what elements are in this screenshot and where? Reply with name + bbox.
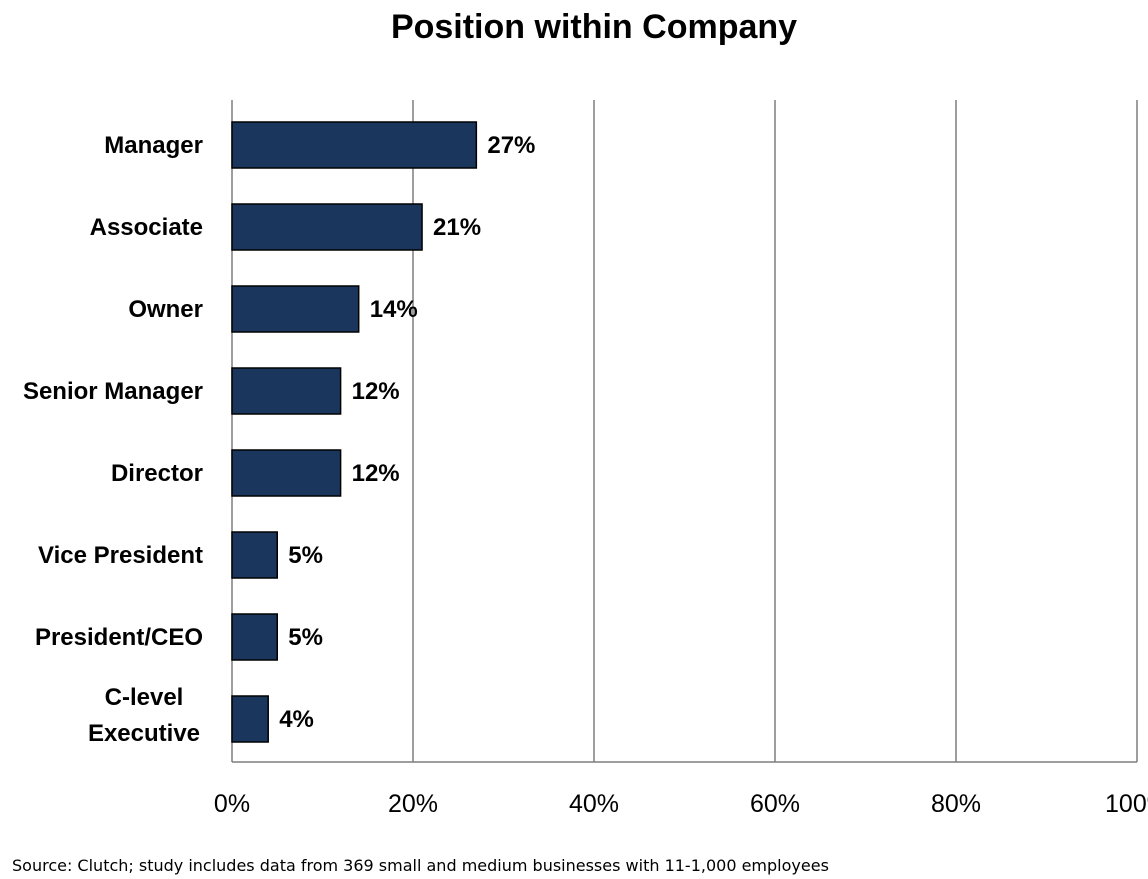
y-tick-label: Associate xyxy=(90,214,203,241)
bar xyxy=(231,531,278,579)
y-tick-label: Vice President xyxy=(38,542,203,569)
bar xyxy=(231,121,478,169)
x-tick-label: 40% xyxy=(569,790,619,818)
y-tick-label: President/CEO xyxy=(35,624,203,651)
data-label: 12% xyxy=(352,460,400,487)
data-label: 27% xyxy=(487,132,535,159)
data-label: 5% xyxy=(288,624,323,651)
x-tick-label: 80% xyxy=(931,790,981,818)
x-tick-label: 0% xyxy=(214,790,250,818)
data-label: 21% xyxy=(433,214,481,241)
y-tick-label: C-level xyxy=(105,684,184,711)
bar xyxy=(231,203,423,251)
y-tick-label: Executive xyxy=(88,720,200,747)
data-label: 14% xyxy=(370,296,418,323)
bar xyxy=(231,285,360,333)
y-tick-label: Manager xyxy=(104,132,203,159)
data-label: 4% xyxy=(279,706,314,733)
bar xyxy=(231,695,269,743)
y-tick-label: Director xyxy=(111,460,203,487)
chart-title: Position within Company xyxy=(390,8,798,46)
y-tick-label: Senior Manager xyxy=(23,378,203,405)
x-tick-label: 60% xyxy=(750,790,800,818)
bar xyxy=(231,367,342,415)
data-label: 12% xyxy=(352,378,400,405)
y-tick-label: Owner xyxy=(128,296,203,323)
data-label: 5% xyxy=(288,542,323,569)
source-note: Source: Clutch; study includes data from… xyxy=(12,856,829,875)
x-tick-label: 100% xyxy=(1105,790,1148,818)
bar xyxy=(231,613,278,661)
bar xyxy=(231,449,342,497)
x-tick-label: 20% xyxy=(388,790,438,818)
